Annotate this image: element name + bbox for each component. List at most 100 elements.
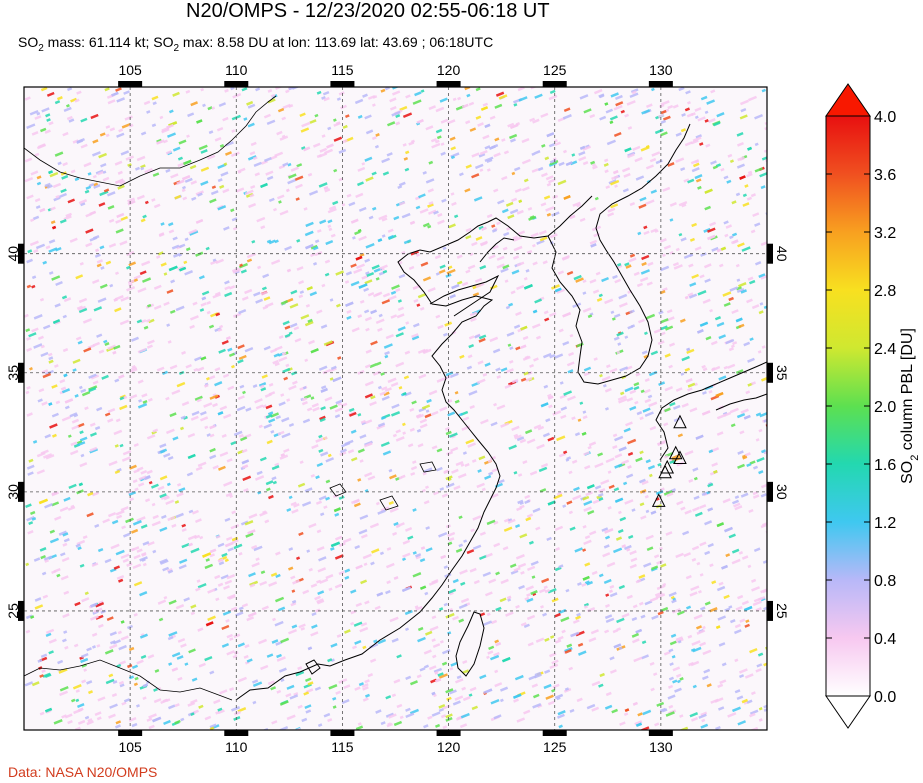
so2-pixel [583, 108, 592, 114]
so2-pixel [286, 507, 292, 512]
so2-pixel [332, 705, 337, 709]
lat-label-right: 40 [774, 246, 790, 262]
so2-pixel [103, 339, 108, 344]
so2-pixel [587, 445, 592, 450]
so2-pixel [638, 574, 646, 579]
so2-pixel [221, 433, 227, 438]
so2-pixel [263, 345, 271, 351]
so2-pixel [694, 115, 699, 120]
so2-pixel [335, 121, 341, 126]
so2-pixel [742, 455, 748, 460]
so2-pixel [131, 528, 139, 534]
so2-pixel [104, 87, 110, 92]
so2-pixel [607, 207, 616, 213]
so2-pixel [639, 489, 647, 494]
so2-pixel [541, 143, 546, 148]
so2-pixel [57, 659, 64, 665]
so2-pixel [540, 463, 549, 468]
lon-tick-mark [330, 730, 355, 736]
so2-pixel [68, 483, 77, 490]
so2-pixel [586, 580, 593, 586]
so2-pixel [626, 100, 636, 106]
so2-pixel [123, 698, 131, 703]
so2-pixel [379, 551, 384, 556]
so2-pixel [335, 690, 341, 695]
so2-pixel [88, 690, 94, 695]
so2-pixel [489, 455, 497, 461]
so2-pixel [75, 274, 84, 280]
so2-pixel [219, 405, 228, 411]
so2-pixel [532, 243, 536, 248]
so2-pixel [701, 491, 708, 497]
so2-pixel [627, 126, 633, 130]
so2-pixel [261, 605, 269, 611]
so2-pixel [267, 680, 275, 686]
so2-pixel [62, 613, 70, 619]
so2-pixel [629, 92, 639, 99]
so2-pixel [169, 364, 178, 370]
so2-pixel [211, 185, 217, 190]
so2-pixel [451, 201, 457, 207]
so2-pixel [566, 643, 573, 648]
so2-pixel [752, 600, 762, 607]
so2-pixel [160, 449, 166, 454]
so2-pixel [659, 546, 663, 551]
so2-pixel [434, 139, 440, 144]
so2-pixel [484, 362, 491, 367]
so2-pixel [431, 445, 438, 450]
so2-pixel [175, 512, 184, 519]
so2-pixel [602, 384, 607, 388]
so2-pixel [549, 311, 557, 317]
so2-pixel [272, 617, 277, 622]
so2-pixel [450, 446, 459, 453]
so2-pixel [420, 89, 425, 93]
so2-pixel [209, 454, 217, 460]
so2-pixel [190, 315, 199, 321]
so2-pixel [278, 401, 286, 407]
so2-pixel [723, 302, 731, 307]
so2-pixel [174, 500, 180, 504]
so2-pixel [631, 632, 640, 638]
so2-pixel [605, 457, 615, 464]
so2-pixel [757, 652, 764, 657]
so2-pixel [194, 356, 202, 362]
so2-pixel [70, 97, 77, 103]
so2-pixel [405, 94, 411, 99]
so2-pixel [667, 694, 676, 700]
so2-pixel [491, 468, 498, 473]
so2-pixel [465, 227, 472, 233]
so2-pixel [639, 276, 649, 283]
so2-pixel [255, 475, 265, 481]
so2-pixel [725, 553, 731, 558]
so2-pixel [334, 407, 344, 413]
so2-pixel [348, 201, 356, 207]
so2-pixel [554, 639, 562, 644]
so2-pixel [222, 188, 230, 194]
so2-pixel [212, 464, 219, 470]
so2-pixel [127, 197, 135, 203]
so2-pixel [536, 443, 545, 450]
so2-pixel [26, 336, 32, 341]
so2-pixel [251, 239, 256, 244]
so2-pixel [737, 141, 744, 147]
so2-pixel [417, 348, 426, 354]
so2-pixel [40, 127, 47, 133]
so2-pixel [733, 502, 741, 508]
so2-pixel [566, 395, 576, 402]
so2-pixel [238, 308, 247, 315]
so2-pixel [608, 484, 615, 490]
so2-pixel [531, 575, 536, 579]
so2-pixel [507, 518, 516, 524]
so2-pixel [321, 95, 326, 100]
so2-pixel [747, 564, 752, 569]
so2-pixel [296, 239, 301, 243]
so2-pixel [749, 337, 754, 342]
so2-pixel [384, 387, 392, 393]
so2-pixel [514, 166, 521, 172]
so2-pixel [604, 298, 614, 305]
so2-pixel [683, 552, 692, 558]
so2-pixel [297, 482, 306, 488]
so2-pixel [195, 587, 201, 592]
so2-pixel [607, 212, 615, 217]
so2-pixel [419, 418, 428, 424]
